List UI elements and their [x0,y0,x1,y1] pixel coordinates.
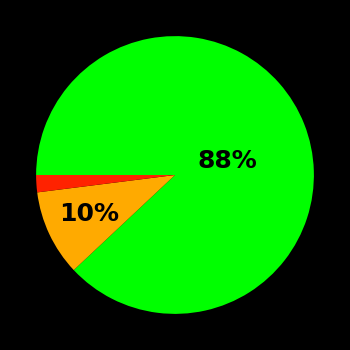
Text: 88%: 88% [198,149,258,173]
Wedge shape [37,175,175,270]
Text: 10%: 10% [59,202,119,226]
Wedge shape [36,175,175,192]
Wedge shape [36,36,314,314]
